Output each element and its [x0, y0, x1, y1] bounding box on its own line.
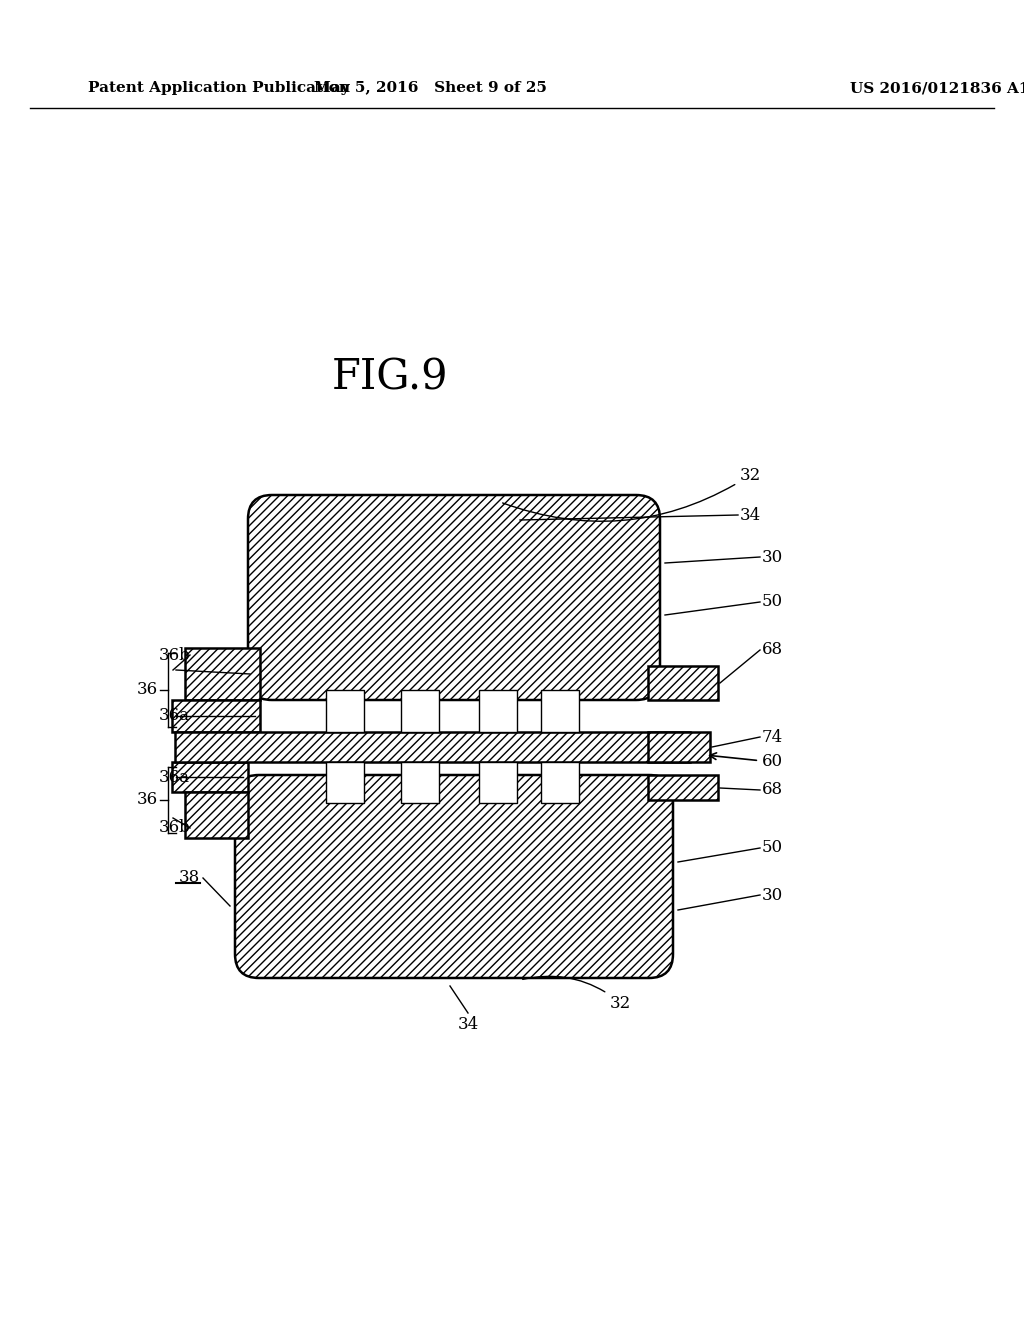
FancyBboxPatch shape: [234, 775, 673, 978]
Text: 32: 32: [522, 977, 631, 1011]
Text: 32: 32: [503, 466, 761, 521]
Text: 36a: 36a: [159, 708, 190, 725]
Text: 36: 36: [137, 681, 158, 698]
Text: US 2016/0121836 A1: US 2016/0121836 A1: [850, 81, 1024, 95]
Text: 68: 68: [762, 642, 783, 659]
Bar: [185, 648, 260, 700]
Text: May 5, 2016   Sheet 9 of 25: May 5, 2016 Sheet 9 of 25: [313, 81, 547, 95]
Bar: [541, 762, 579, 803]
Text: Patent Application Publication: Patent Application Publication: [88, 81, 350, 95]
Text: 34: 34: [458, 1016, 478, 1034]
Bar: [326, 690, 364, 733]
Bar: [541, 690, 579, 733]
Text: 74: 74: [762, 729, 783, 746]
Bar: [479, 762, 517, 803]
Bar: [172, 700, 260, 733]
Bar: [172, 762, 248, 792]
Text: 36a: 36a: [159, 768, 190, 785]
Text: 68: 68: [762, 781, 783, 799]
Text: FIG.9: FIG.9: [332, 356, 449, 399]
Bar: [175, 733, 690, 762]
Text: 36b: 36b: [159, 647, 190, 664]
Bar: [185, 792, 248, 838]
FancyBboxPatch shape: [248, 495, 660, 700]
Bar: [326, 762, 364, 803]
Text: 36b: 36b: [159, 820, 190, 837]
Bar: [401, 762, 439, 803]
Bar: [401, 690, 439, 733]
Text: 60: 60: [710, 752, 783, 771]
Text: 50: 50: [762, 840, 783, 857]
Bar: [648, 667, 718, 700]
Text: 36: 36: [137, 792, 158, 808]
Text: 34: 34: [740, 507, 761, 524]
Text: 50: 50: [762, 594, 783, 610]
Bar: [648, 733, 710, 762]
Text: 38: 38: [179, 870, 200, 887]
Bar: [648, 775, 718, 800]
Text: 30: 30: [762, 887, 783, 903]
Bar: [479, 690, 517, 733]
Text: 30: 30: [762, 549, 783, 565]
